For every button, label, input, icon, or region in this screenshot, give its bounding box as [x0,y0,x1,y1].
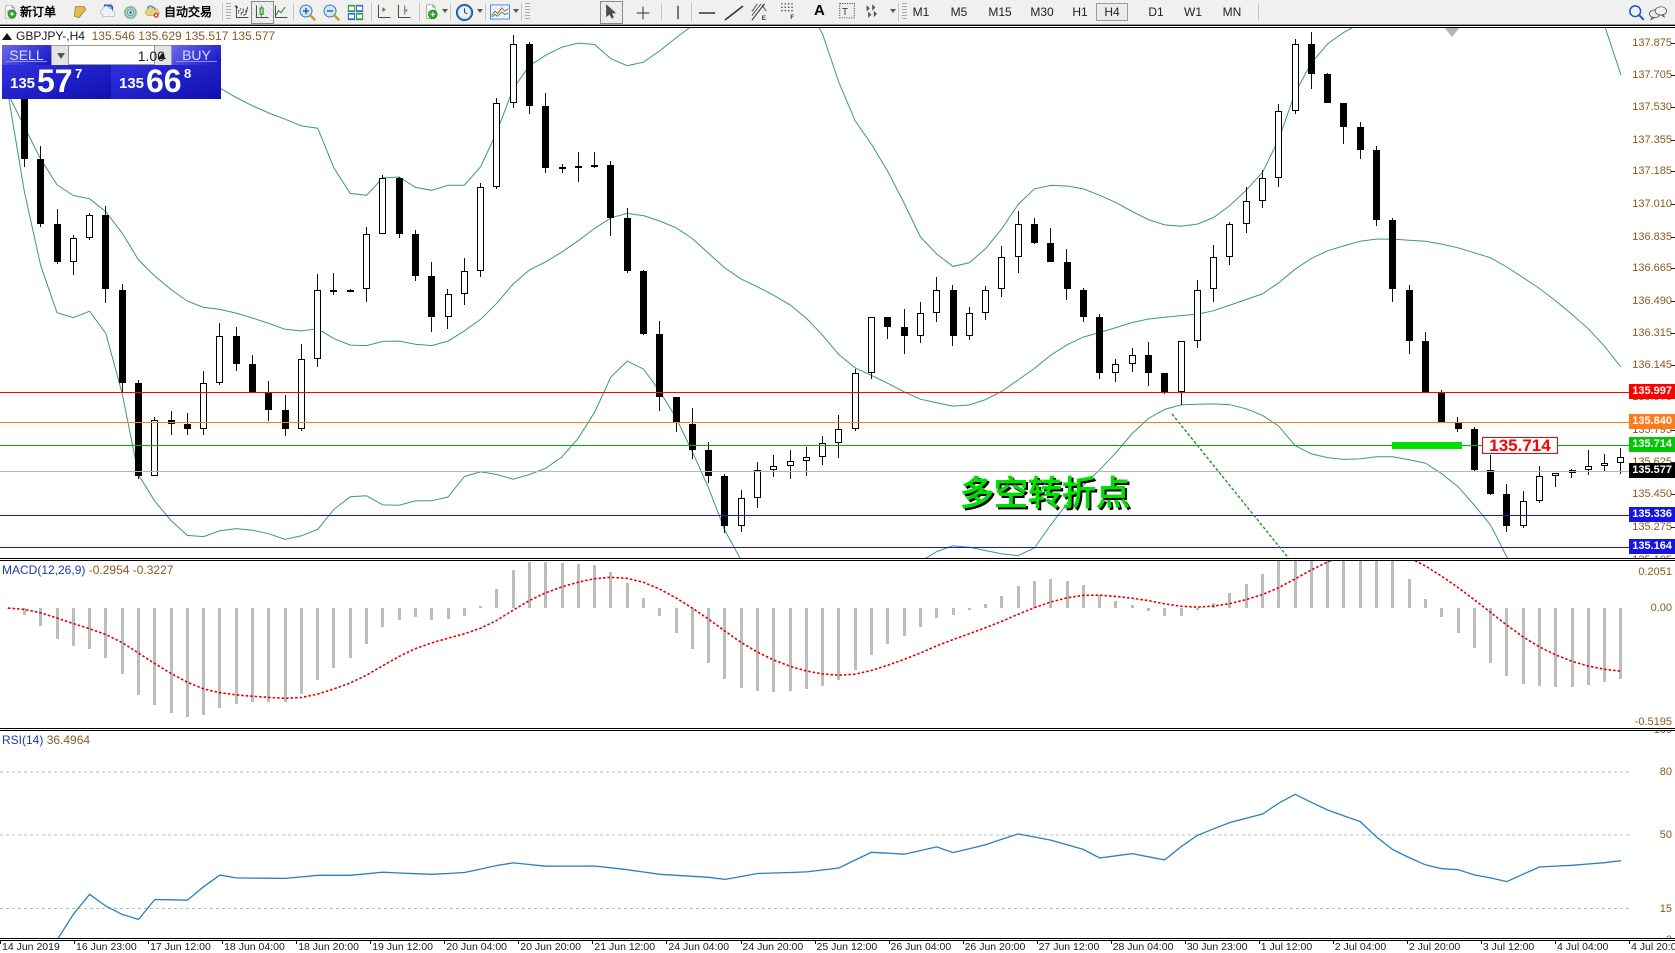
svg-text:F: F [790,15,794,20]
svg-text:E: E [762,15,766,21]
svg-text:T: T [842,7,848,18]
